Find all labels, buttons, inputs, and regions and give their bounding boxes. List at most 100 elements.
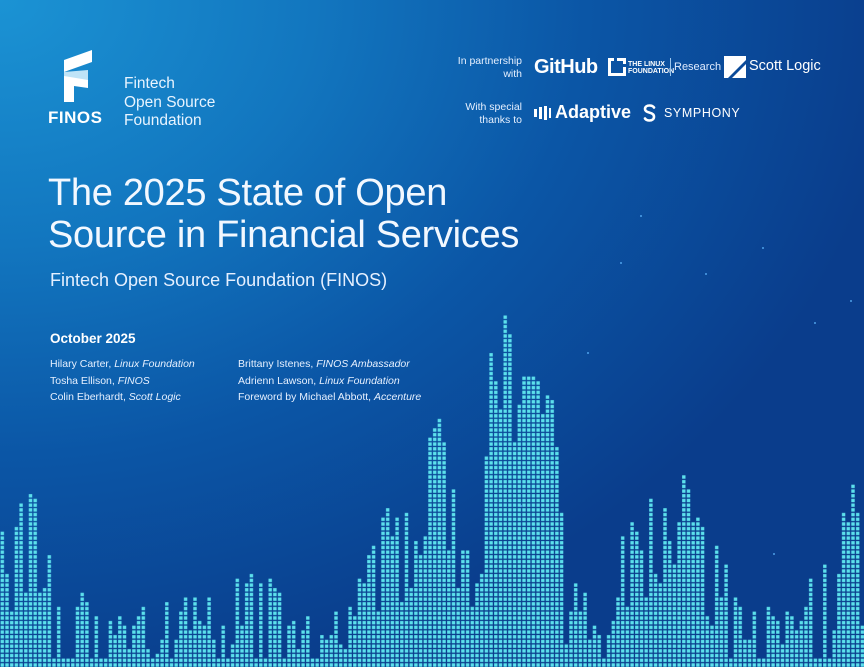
bar-column — [14, 526, 19, 667]
bar-column — [61, 658, 66, 667]
bar-column — [752, 611, 757, 667]
bar-column — [737, 606, 743, 667]
org-line: Foundation — [124, 112, 202, 129]
bar-column — [230, 643, 235, 667]
author-org: FINOS — [117, 374, 150, 387]
bar-column — [799, 620, 804, 667]
bar-column — [329, 634, 334, 667]
bar-column — [159, 639, 165, 667]
bar-column — [112, 634, 118, 667]
divider — [670, 58, 671, 76]
bar-column — [521, 376, 527, 667]
bar-column — [371, 545, 376, 667]
bar-column — [197, 620, 203, 667]
bar-column — [672, 564, 677, 667]
bar-column — [813, 658, 818, 667]
foundation-name: Fintech Open Source Foundation — [124, 75, 215, 131]
bar-column — [319, 634, 325, 667]
linux-foundation-icon — [608, 58, 626, 76]
bar-column — [164, 601, 170, 667]
bar-column — [817, 658, 823, 667]
bar-column — [183, 596, 188, 667]
bar-column — [258, 582, 264, 667]
bar-column — [244, 582, 250, 667]
finos-logo-icon — [64, 50, 92, 102]
bar-column — [131, 625, 137, 667]
bar-column — [841, 512, 846, 667]
bar-column — [65, 658, 71, 667]
bar-column — [803, 606, 809, 667]
bar-column — [239, 625, 245, 667]
author-name: Adrienn Lawson, — [238, 374, 320, 387]
bar-column — [28, 493, 33, 667]
adaptive-logo: Adaptive — [555, 102, 632, 122]
research-text: Research — [674, 61, 722, 73]
bar-column — [441, 441, 447, 667]
bar-column — [794, 629, 799, 667]
bar-column — [705, 615, 710, 667]
bar-column — [324, 639, 329, 667]
bar-column — [272, 587, 278, 667]
bar-column — [601, 658, 607, 667]
bar-column — [535, 380, 541, 667]
bar-column — [225, 658, 231, 667]
bar-column — [103, 658, 109, 667]
bar-column — [564, 643, 569, 667]
bar-column — [267, 578, 273, 667]
author-name: Brittany Istenes, — [238, 358, 317, 370]
bar-column — [455, 587, 461, 667]
author: Tosha Ellison, FINOS — [50, 373, 195, 390]
bar-column — [742, 639, 748, 667]
bar-column — [578, 611, 583, 667]
author: Adrienn Lawson, Linux Foundation — [238, 373, 421, 390]
bar-column — [643, 596, 649, 667]
bar-column — [770, 615, 776, 667]
author: Colin Eberhardt, Scott Logic — [50, 389, 195, 406]
bar-column — [526, 376, 532, 667]
bar-column — [249, 573, 254, 667]
bar-column — [169, 658, 174, 667]
author-org: Scott Logic — [128, 391, 181, 403]
bar-column — [380, 517, 386, 667]
bar-column — [709, 625, 715, 667]
bar-column — [390, 535, 395, 667]
bar-column — [761, 658, 767, 667]
bar-column — [512, 441, 517, 667]
bar-column — [178, 611, 184, 667]
label-line: With special — [465, 101, 522, 113]
bar-column — [89, 658, 94, 667]
bar-column — [296, 648, 301, 667]
bar-column — [235, 578, 240, 667]
bar-column — [582, 592, 588, 667]
authors-right: Brittany Istenes, FINOS Ambassador Adrie… — [238, 356, 421, 406]
bar-column — [145, 648, 151, 667]
bar-column — [545, 394, 550, 667]
bar-column — [690, 521, 696, 667]
bar-column — [460, 549, 466, 667]
bar-column — [850, 484, 856, 667]
star-dot — [850, 300, 852, 302]
bar-column — [418, 554, 423, 667]
star-dot — [773, 553, 775, 555]
bar-column — [484, 455, 489, 667]
bar-column — [432, 427, 438, 667]
bar-column — [780, 643, 785, 667]
bar-column — [347, 606, 353, 667]
bar-column — [733, 596, 738, 667]
bar-column — [277, 592, 282, 667]
author-org: Linux Foundation — [114, 358, 195, 370]
bar-column — [253, 658, 259, 667]
bar-column — [282, 658, 287, 667]
bar-column — [23, 592, 29, 667]
bar-column — [70, 658, 76, 667]
bar-column — [291, 620, 297, 667]
bar-column — [620, 535, 626, 667]
bar-column — [629, 521, 635, 667]
bar-column — [300, 629, 306, 667]
bar-column — [775, 620, 781, 667]
bar-column — [836, 573, 842, 667]
bar-column — [465, 549, 470, 667]
bar-column — [357, 578, 362, 667]
bar-column — [155, 653, 160, 667]
bar-column — [606, 634, 611, 667]
